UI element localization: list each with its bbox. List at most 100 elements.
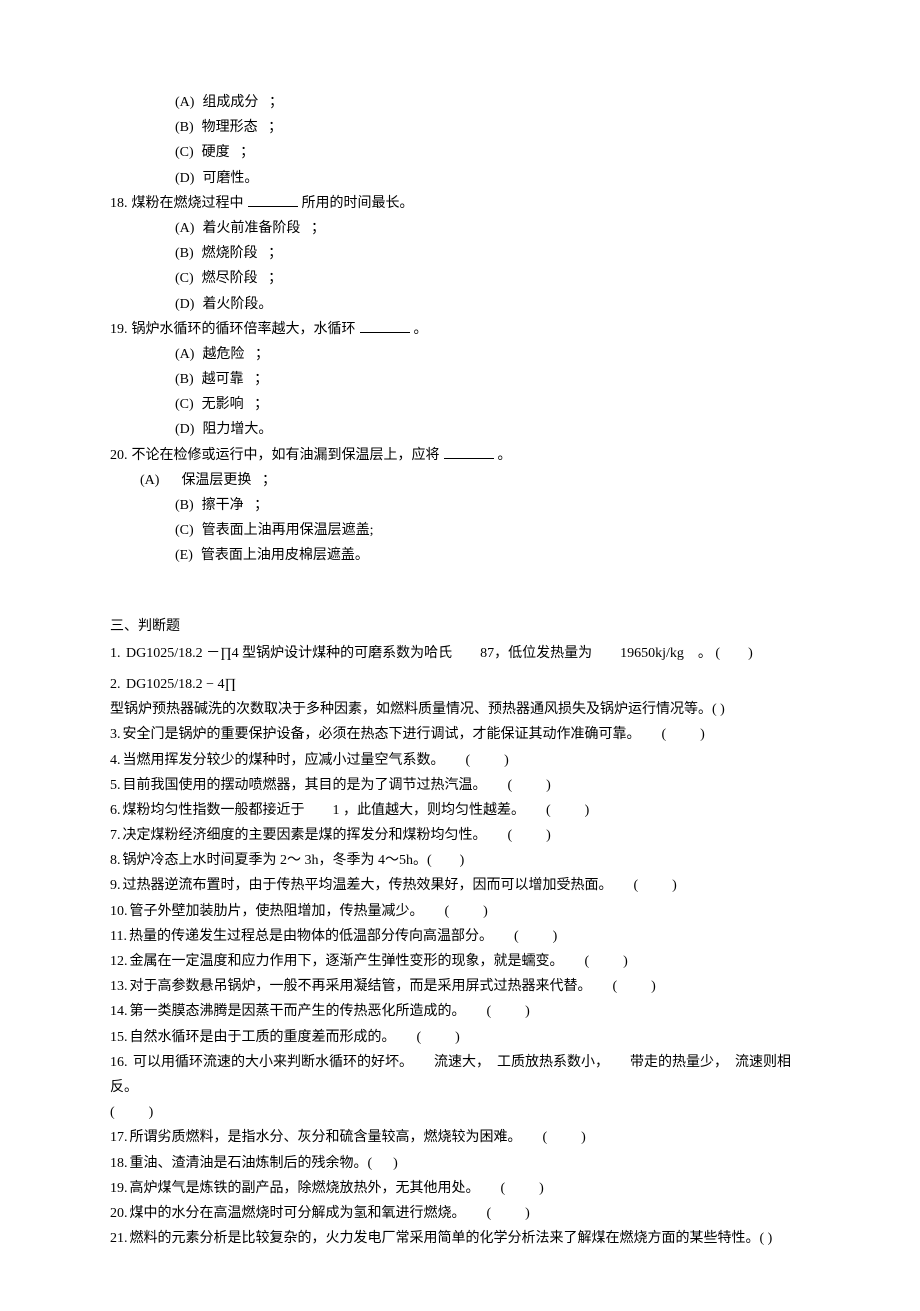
paren: ( ) — [508, 828, 553, 843]
question-text: 煤粉在燃烧过程中 — [132, 191, 244, 216]
tf-number: 15. — [110, 1030, 128, 1045]
option-tail: ； — [258, 90, 283, 115]
option-letter: (C) — [175, 518, 194, 543]
tf-text: 自然水循环是由于工质的重度差而形成的。 — [130, 1030, 396, 1045]
question-suffix: 所用的时间最长。 — [302, 191, 414, 216]
q19-option-a: (A) 越危险 ； — [175, 342, 810, 367]
paren: ( ) — [543, 1130, 588, 1145]
tf-text: 金属在一定温度和应力作用下，逐渐产生弹性变形的现象，就是蠕变。 — [130, 954, 564, 969]
option-letter: (E) — [175, 543, 193, 568]
option-text: 着火阶段。 — [202, 292, 272, 317]
tf-number: 9. — [110, 878, 121, 893]
tf-number: 20. — [110, 1206, 128, 1221]
paren: ( ) — [501, 1181, 546, 1196]
option-tail: ； — [251, 468, 276, 493]
tf-text: 第一类膜态沸腾是因蒸干而产生的传热恶化所造成的。 — [130, 1004, 466, 1019]
option-letter: (D) — [175, 417, 194, 442]
tf-item: 20.煤中的水分在高温燃烧时可分解成为氢和氧进行燃烧。 ( ) — [110, 1201, 810, 1226]
tf-text: 过热器逆流布置时，由于传热平均温差大，传热效果好，因而可以增加受热面。 — [123, 878, 613, 893]
question-number: 20. — [110, 443, 128, 468]
option-letter: (A) — [175, 90, 194, 115]
tf-post: 型锅炉设计煤种的可磨系数为哈氏 87，低位发热量为 19650kj/kg 。 (… — [242, 646, 753, 661]
tf-item: 8.锅炉冷态上水时间夏季为 2～ 3h，冬季为 4～5h。( ) — [110, 848, 810, 873]
option-letter: (B) — [175, 241, 194, 266]
tf-text: 燃料的元素分析是比较复杂的，火力发电厂常采用简单的化学分析法来了解煤在燃烧方面的… — [130, 1231, 773, 1246]
blank-fill — [360, 319, 410, 333]
tf-text: 煤中的水分在高温燃烧时可分解成为氢和氧进行燃烧。 — [130, 1206, 466, 1221]
paren: ( ) — [445, 904, 490, 919]
q19-option-d: (D) 阻力增大。 — [175, 417, 810, 442]
q17-option-a: (A) 组成成分 ； — [175, 90, 810, 115]
tf-number: 21. — [110, 1231, 128, 1246]
option-letter: (A) — [175, 216, 194, 241]
q17-option-b: (B) 物理形态 ； — [175, 115, 810, 140]
tf-number: 2. — [110, 677, 121, 692]
option-text: 可磨性。 — [202, 166, 258, 191]
tf-item: 18.重油、渣清油是石油炼制后的残余物。( ) — [110, 1151, 810, 1176]
paren: ( ) — [466, 753, 511, 768]
option-letter: (C) — [175, 266, 194, 291]
paren: ( ) — [508, 778, 553, 793]
tf-number: 8. — [110, 853, 121, 868]
tf-item: 6.煤粉均匀性指数一般都接近于 1 ，此值越大，则均匀性越差。 ( ) — [110, 798, 810, 823]
tf-number: 19. — [110, 1181, 128, 1196]
q17-option-c: (C) 硬度 ； — [175, 140, 810, 165]
option-tail: ； — [244, 392, 269, 417]
tf-text: 所谓劣质燃料，是指水分、灰分和硫含量较高，燃烧较为困难。 — [130, 1130, 522, 1145]
tf-item: 7.决定煤粉经济细度的主要因素是煤的挥发分和煤粉均匀性。 ( ) — [110, 823, 810, 848]
tf-q2-line1: 2. DG1025/18.2 − 4∏ — [110, 672, 810, 697]
q20-option-c: (C) 管表面上油再用保温层遮盖; — [175, 518, 810, 543]
tf-item: 10.管子外壁加装肋片，使热阻增加，传热量减少。 ( ) — [110, 899, 810, 924]
tf-number: 13. — [110, 979, 128, 994]
question-suffix: 。 — [414, 317, 428, 342]
tf-text: 锅炉冷态上水时间夏季为 2～ 3h，冬季为 4～5h。( ) — [123, 853, 465, 868]
q17-option-d: (D) 可磨性。 — [175, 166, 810, 191]
tf-q1: 1. DG1025/18.2 －∏4 型锅炉设计煤种的可磨系数为哈氏 87，低位… — [110, 641, 810, 666]
blank-fill — [248, 193, 298, 207]
tf-item: 17.所谓劣质燃料，是指水分、灰分和硫含量较高，燃烧较为困难。 ( ) — [110, 1125, 810, 1150]
section-3-title: 三、判断题 — [110, 614, 810, 639]
option-letter: (C) — [175, 392, 194, 417]
tf-item: 4.当燃用挥发分较少的煤种时，应减小过量空气系数。 ( ) — [110, 748, 810, 773]
tf-text: 安全门是锅炉的重要保护设备，必须在热态下进行调试，才能保证其动作准确可靠。 — [123, 727, 641, 742]
option-letter: (D) — [175, 166, 194, 191]
tf-item: 12.金属在一定温度和应力作用下，逐渐产生弹性变形的现象，就是蠕变。 ( ) — [110, 949, 810, 974]
q18-option-d: (D) 着火阶段。 — [175, 292, 810, 317]
tf-number: 7. — [110, 828, 121, 843]
paren: ( ) — [634, 878, 679, 893]
option-text: 越危险 — [202, 342, 244, 367]
q19-option-c: (C) 无影响 ； — [175, 392, 810, 417]
q17-options: (A) 组成成分 ； (B) 物理形态 ； (C) 硬度 ； (D) 可磨性。 — [110, 90, 810, 191]
option-text: 擦干净 — [202, 493, 244, 518]
option-tail: ； — [258, 266, 283, 291]
q18-options: (A) 着火前准备阶段 ； (B) 燃烧阶段 ； (C) 燃尽阶段 ； (D) … — [110, 216, 810, 317]
tf-number: 18. — [110, 1156, 128, 1171]
option-text: 阻力增大。 — [202, 417, 272, 442]
option-tail: ； — [244, 342, 269, 367]
paren: ( ) — [110, 1105, 155, 1120]
tf-pre: DG1025/18.2 − 4∏ — [126, 677, 236, 692]
tf-number: 4. — [110, 753, 121, 768]
option-letter: (D) — [175, 292, 194, 317]
tf-item: 3.安全门是锅炉的重要保护设备，必须在热态下进行调试，才能保证其动作准确可靠。 … — [110, 722, 810, 747]
option-text: 硬度 — [202, 140, 230, 165]
tf-number: 14. — [110, 1004, 128, 1019]
paren: ( ) — [585, 954, 630, 969]
tf-item: 13.对于高参数悬吊锅炉，一般不再采用凝结管，而是采用屏式过热器来代替。 ( ) — [110, 974, 810, 999]
tf-q16-paren: ( ) — [110, 1100, 810, 1125]
tf-item: 14.第一类膜态沸腾是因蒸干而产生的传热恶化所造成的。 ( ) — [110, 999, 810, 1024]
paren: ( ) — [487, 1206, 532, 1221]
q20-options: (B) 擦干净 ； (C) 管表面上油再用保温层遮盖; (E) 管表面上油用皮棉… — [110, 493, 810, 569]
tf-list-2: 17.所谓劣质燃料，是指水分、灰分和硫含量较高，燃烧较为困难。 ( )18.重油… — [110, 1125, 810, 1251]
tf-number: 6. — [110, 803, 121, 818]
option-tail: ； — [244, 493, 269, 518]
question-suffix: 。 — [498, 443, 512, 468]
tf-text: 目前我国使用的摆动喷燃器，其目的是为了调节过热汽温。 — [123, 778, 487, 793]
question-number: 18. — [110, 191, 128, 216]
option-text: 燃烧阶段 — [202, 241, 258, 266]
q20: 20. 不论在检修或运行中，如有油漏到保温层上，应将 。 — [110, 443, 810, 468]
tf-item: 11.热量的传递发生过程总是由物体的低温部分传向高温部分。 ( ) — [110, 924, 810, 949]
tf-number: 10. — [110, 904, 128, 919]
q20-option-e: (E) 管表面上油用皮棉层遮盖。 — [175, 543, 810, 568]
tf-item: 21.燃料的元素分析是比较复杂的，火力发电厂常采用简单的化学分析法来了解煤在燃烧… — [110, 1226, 810, 1251]
